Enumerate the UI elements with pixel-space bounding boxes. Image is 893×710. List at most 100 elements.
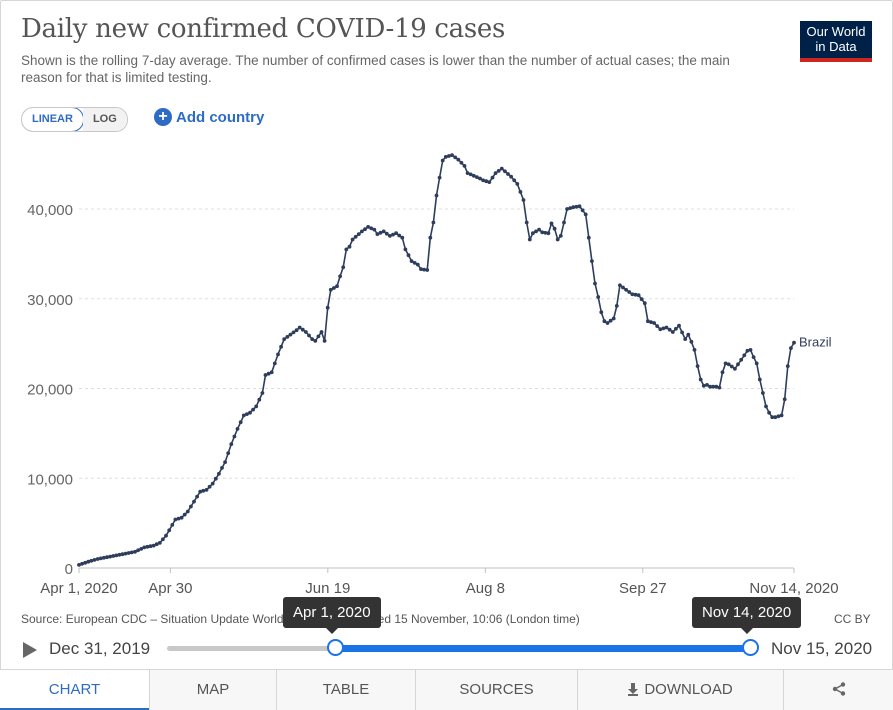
data-point xyxy=(499,166,504,171)
data-point xyxy=(565,207,569,211)
grid-lines xyxy=(79,208,794,569)
data-point xyxy=(157,541,162,545)
data-point xyxy=(717,385,722,390)
x-tick-label: Jun 19 xyxy=(305,580,350,597)
data-point xyxy=(481,178,485,183)
data-point xyxy=(425,268,430,272)
chart-title: Daily new confirmed COVID-19 cases xyxy=(21,14,506,44)
data-point xyxy=(195,494,200,499)
share-button[interactable] xyxy=(783,670,893,710)
data-point xyxy=(611,316,616,321)
data-point xyxy=(285,335,290,339)
data-point xyxy=(403,247,408,252)
data-point xyxy=(599,310,604,315)
data-point xyxy=(621,285,625,290)
data-point xyxy=(182,512,187,517)
data-point xyxy=(126,551,131,555)
data-point xyxy=(562,220,566,225)
data-point xyxy=(133,549,137,554)
license-link[interactable]: CC BY xyxy=(834,612,871,626)
data-point xyxy=(443,155,448,159)
timeline-start-label: Dec 31, 2019 xyxy=(49,639,151,658)
chart-subtitle: Shown is the rolling 7-day average. The … xyxy=(21,53,730,85)
timeline-end-handle[interactable] xyxy=(742,639,759,656)
data-point xyxy=(437,175,442,180)
data-point xyxy=(338,274,342,279)
y-tick-label: 20,000 xyxy=(27,382,73,399)
data-point xyxy=(580,208,585,213)
data-point xyxy=(176,516,181,521)
data-point xyxy=(105,555,109,560)
add-country-button[interactable]: + Add country xyxy=(154,108,264,126)
data-point xyxy=(129,550,134,555)
timeline-start-handle[interactable] xyxy=(327,639,344,656)
data-point xyxy=(776,414,781,419)
data-point xyxy=(276,352,280,357)
plus-circle-icon: + xyxy=(154,108,172,126)
data-point xyxy=(496,169,501,173)
data-point xyxy=(723,361,728,366)
data-point xyxy=(708,384,712,389)
data-point xyxy=(509,174,513,179)
data-point xyxy=(170,523,175,527)
tab-map[interactable]: MAP xyxy=(149,670,276,710)
data-point xyxy=(745,348,750,353)
data-point xyxy=(475,175,479,179)
tab-download[interactable]: DOWNLOAD xyxy=(577,670,783,710)
data-point xyxy=(602,319,607,324)
x-tick-label: Sep 27 xyxy=(619,580,667,597)
data-point xyxy=(272,361,277,366)
y-axis-ticks: 0 10,000 20,000 30,000 40,000 xyxy=(27,202,73,578)
tab-table[interactable]: TABLE xyxy=(276,670,415,710)
data-point xyxy=(254,404,259,409)
logo-line-1: Our World xyxy=(806,24,866,39)
linear-scale-button[interactable]: LINEAR xyxy=(21,108,84,131)
series-group: Brazil xyxy=(77,153,832,567)
data-point xyxy=(151,543,156,548)
data-point xyxy=(223,460,228,464)
data-point xyxy=(232,434,237,439)
data-point xyxy=(506,172,510,176)
data-point xyxy=(189,504,193,509)
data-point xyxy=(238,420,243,425)
data-point xyxy=(388,234,392,238)
tab-chart[interactable]: CHART xyxy=(0,670,149,710)
data-point xyxy=(571,205,576,210)
data-point xyxy=(341,265,346,270)
tab-sources[interactable]: SOURCES xyxy=(415,670,577,710)
data-point xyxy=(748,348,753,352)
y-tick-label: 30,000 xyxy=(27,292,73,309)
play-icon[interactable] xyxy=(23,642,37,658)
data-point xyxy=(652,321,656,325)
data-point xyxy=(332,286,336,290)
data-point xyxy=(114,553,119,558)
data-point xyxy=(465,171,470,175)
data-point xyxy=(381,229,386,234)
data-point xyxy=(173,517,178,522)
data-point xyxy=(767,410,771,415)
data-point xyxy=(161,537,165,542)
data-point xyxy=(80,561,84,566)
data-point xyxy=(478,176,482,181)
data-point xyxy=(369,226,374,231)
data-point xyxy=(646,319,650,324)
y-tick-label: 10,000 xyxy=(27,471,73,488)
data-point xyxy=(686,332,691,337)
data-point xyxy=(618,283,622,288)
owid-logo[interactable]: Our World in Data xyxy=(800,21,872,62)
log-scale-button[interactable]: LOG xyxy=(82,108,127,131)
data-point xyxy=(266,371,271,376)
data-point xyxy=(77,563,81,567)
data-point xyxy=(543,230,548,235)
data-point xyxy=(695,364,700,368)
data-point xyxy=(269,370,274,375)
data-point xyxy=(353,234,358,239)
data-point xyxy=(782,397,787,402)
data-point xyxy=(524,220,529,225)
data-point xyxy=(325,305,330,310)
data-point xyxy=(680,330,684,335)
data-point xyxy=(213,476,218,481)
data-point xyxy=(683,337,688,341)
data-point xyxy=(406,253,411,258)
